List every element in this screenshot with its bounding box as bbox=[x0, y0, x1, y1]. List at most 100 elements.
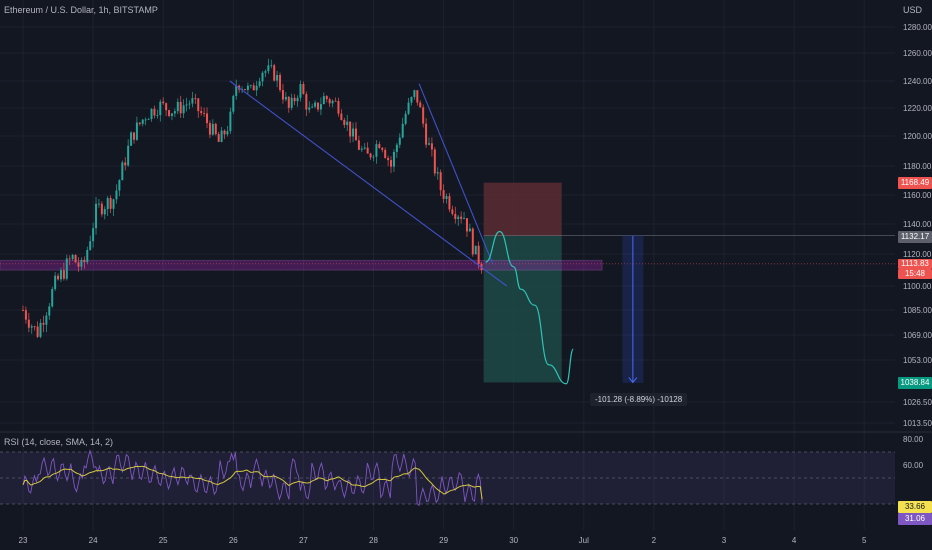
candle-body bbox=[121, 162, 124, 181]
candle-body bbox=[59, 270, 62, 280]
candle-body bbox=[118, 180, 121, 191]
rsi-sma-badge: 33.66 bbox=[898, 501, 932, 513]
time-tick-label: 28 bbox=[369, 536, 378, 545]
candle-body bbox=[308, 107, 311, 110]
candle-body bbox=[176, 101, 179, 112]
candle-body bbox=[77, 262, 80, 267]
candle-body bbox=[65, 258, 68, 279]
stop-loss-zone bbox=[483, 182, 562, 236]
candle-body bbox=[57, 275, 60, 280]
candle-body bbox=[451, 209, 454, 214]
candle-body bbox=[27, 319, 30, 328]
time-tick-label: Jul bbox=[579, 536, 589, 545]
candle-body bbox=[246, 85, 249, 91]
candle-body bbox=[284, 96, 287, 100]
candle-body bbox=[97, 203, 100, 205]
candle-body bbox=[153, 108, 156, 116]
candle-body bbox=[474, 245, 477, 255]
candle-body bbox=[206, 113, 209, 124]
candle-body bbox=[255, 85, 258, 91]
time-tick-label: 25 bbox=[159, 536, 168, 545]
candle-body bbox=[416, 90, 419, 103]
candle-body bbox=[322, 96, 325, 105]
candle-body bbox=[337, 101, 340, 114]
candle-body bbox=[68, 258, 71, 260]
candle-body bbox=[45, 315, 48, 325]
price-tick-label: 1280.00 bbox=[903, 23, 932, 32]
candle-body bbox=[214, 123, 217, 135]
candle-body bbox=[100, 203, 103, 215]
candle-body bbox=[89, 241, 92, 250]
candle-body bbox=[325, 96, 328, 100]
candle-body bbox=[235, 85, 238, 96]
candle-body bbox=[302, 84, 305, 95]
price-tick-label: 1180.00 bbox=[903, 162, 932, 171]
candle-body bbox=[51, 289, 54, 307]
price-tick-label: 1100.00 bbox=[903, 282, 932, 291]
price-tick-label: 1069.00 bbox=[903, 331, 932, 340]
candle-body bbox=[170, 113, 173, 116]
candle-body bbox=[191, 98, 194, 104]
candle-body bbox=[24, 310, 27, 320]
candle-body bbox=[392, 151, 395, 167]
price-tick-label: 1140.00 bbox=[903, 220, 932, 229]
candle-body bbox=[381, 148, 384, 150]
candle-body bbox=[433, 149, 436, 174]
candle-body bbox=[103, 209, 106, 215]
candle-body bbox=[273, 65, 276, 81]
candle-body bbox=[127, 145, 130, 166]
candle-body bbox=[407, 102, 410, 114]
candle-body bbox=[243, 89, 246, 91]
candle-body bbox=[124, 162, 127, 166]
candle-body bbox=[150, 108, 153, 120]
candle-body bbox=[115, 190, 118, 200]
support-band bbox=[0, 259, 603, 271]
price-tick-label: 1260.00 bbox=[903, 49, 932, 58]
candle-body bbox=[106, 198, 109, 210]
drawing-overlays[interactable] bbox=[229, 80, 644, 385]
candle-body bbox=[112, 199, 115, 209]
time-tick-label: 30 bbox=[509, 536, 518, 545]
current-price-badge: 1113.83 bbox=[898, 259, 932, 269]
candle-body bbox=[74, 254, 77, 263]
candle-body bbox=[357, 140, 360, 150]
price-tick-label: 1085.00 bbox=[903, 306, 932, 315]
candle-body bbox=[168, 110, 171, 116]
price-tick-label: 1013.50 bbox=[903, 419, 932, 428]
candle-body bbox=[340, 113, 343, 120]
candle-body bbox=[130, 132, 133, 146]
candle-body bbox=[232, 95, 235, 112]
trendline bbox=[229, 80, 508, 287]
candle-body bbox=[138, 122, 141, 124]
candle-body bbox=[62, 270, 65, 279]
rsi-tick-label: 80.00 bbox=[903, 435, 924, 444]
price-axis[interactable]: 1280.00 1260.00 1240.00 1220.00 1200.00 1180.… bbox=[903, 23, 932, 470]
rsi-sma-line bbox=[22, 465, 483, 500]
candle-body bbox=[188, 103, 191, 105]
price-tick-label: 1220.00 bbox=[903, 104, 932, 113]
candle-body bbox=[354, 128, 357, 141]
candle-body bbox=[223, 130, 226, 135]
candle-body bbox=[185, 104, 188, 106]
candle-body bbox=[334, 100, 337, 102]
candle-body bbox=[258, 81, 261, 86]
candle-body bbox=[92, 228, 95, 242]
time-axis[interactable]: 23 24 25 26 27 28 29 30 Jul 2 3 4 5 bbox=[19, 536, 867, 545]
target-price-badge: 1038.84 bbox=[898, 377, 932, 389]
candlestick-series[interactable] bbox=[22, 58, 483, 339]
candle-body bbox=[279, 74, 282, 91]
candle-body bbox=[311, 106, 314, 108]
candle-body bbox=[281, 90, 284, 100]
candle-body bbox=[42, 322, 45, 325]
candle-body bbox=[384, 149, 387, 158]
candle-body bbox=[427, 143, 430, 145]
rsi-indicator[interactable] bbox=[0, 449, 895, 507]
entry-price-badge: 1132.17 bbox=[898, 231, 932, 243]
candle-body bbox=[229, 111, 232, 132]
candle-body bbox=[390, 160, 393, 167]
chart-title: Ethereum / U.S. Dollar, 1h, BITSTAMP bbox=[4, 5, 158, 15]
time-tick-label: 5 bbox=[862, 536, 867, 545]
currency-label: USD bbox=[903, 5, 923, 15]
